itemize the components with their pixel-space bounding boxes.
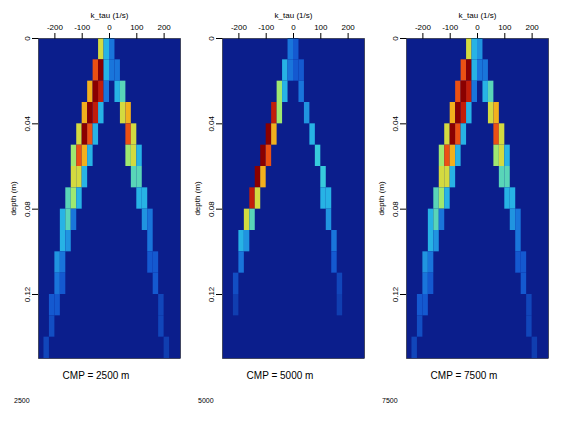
svg-text:100: 100 bbox=[314, 23, 328, 32]
svg-text:0.04: 0.04 bbox=[207, 116, 216, 132]
svg-text:-100: -100 bbox=[442, 23, 459, 32]
svg-text:depth (m): depth (m) bbox=[377, 181, 386, 216]
html-text:CMP = 5000 m: CMP = 5000 m bbox=[246, 370, 314, 381]
svg-text:0: 0 bbox=[291, 23, 296, 32]
svg-text:0.08: 0.08 bbox=[23, 201, 32, 217]
svg-text:k_tau (1/s): k_tau (1/s) bbox=[275, 11, 313, 20]
svg-text:0: 0 bbox=[107, 23, 112, 32]
svg-text:depth (m): depth (m) bbox=[193, 181, 202, 216]
svg-text:0.08: 0.08 bbox=[207, 201, 216, 217]
svg-text:0.08: 0.08 bbox=[391, 201, 400, 217]
html-text:2500: 2500 bbox=[14, 397, 30, 404]
html-text:CMP = 7500 m: CMP = 7500 m bbox=[430, 370, 498, 381]
svg-text:0: 0 bbox=[391, 36, 400, 41]
html-text:7500: 7500 bbox=[382, 397, 398, 404]
svg-text:0.12: 0.12 bbox=[23, 286, 32, 302]
svg-text:-100: -100 bbox=[258, 23, 275, 32]
svg-text:depth (m): depth (m) bbox=[9, 181, 18, 216]
svg-text:0.12: 0.12 bbox=[391, 286, 400, 302]
svg-text:0: 0 bbox=[23, 36, 32, 41]
svg-text:0: 0 bbox=[475, 23, 480, 32]
svg-text:0.04: 0.04 bbox=[23, 116, 32, 132]
html-text:CMP = 2500 m: CMP = 2500 m bbox=[62, 370, 130, 381]
svg-text:200: 200 bbox=[525, 23, 539, 32]
svg-text:k_tau (1/s): k_tau (1/s) bbox=[459, 11, 497, 20]
svg-text:0.12: 0.12 bbox=[207, 286, 216, 302]
svg-text:k_tau (1/s): k_tau (1/s) bbox=[91, 11, 129, 20]
svg-text:-200: -200 bbox=[415, 23, 432, 32]
svg-text:0: 0 bbox=[207, 36, 216, 41]
svg-text:-200: -200 bbox=[47, 23, 64, 32]
svg-text:100: 100 bbox=[498, 23, 512, 32]
svg-text:200: 200 bbox=[157, 23, 171, 32]
svg-text:100: 100 bbox=[130, 23, 144, 32]
html-text:5000: 5000 bbox=[198, 397, 214, 404]
svg-text:0.04: 0.04 bbox=[391, 116, 400, 132]
svg-text:200: 200 bbox=[341, 23, 355, 32]
svg-text:-100: -100 bbox=[74, 23, 91, 32]
svg-text:-200: -200 bbox=[231, 23, 248, 32]
